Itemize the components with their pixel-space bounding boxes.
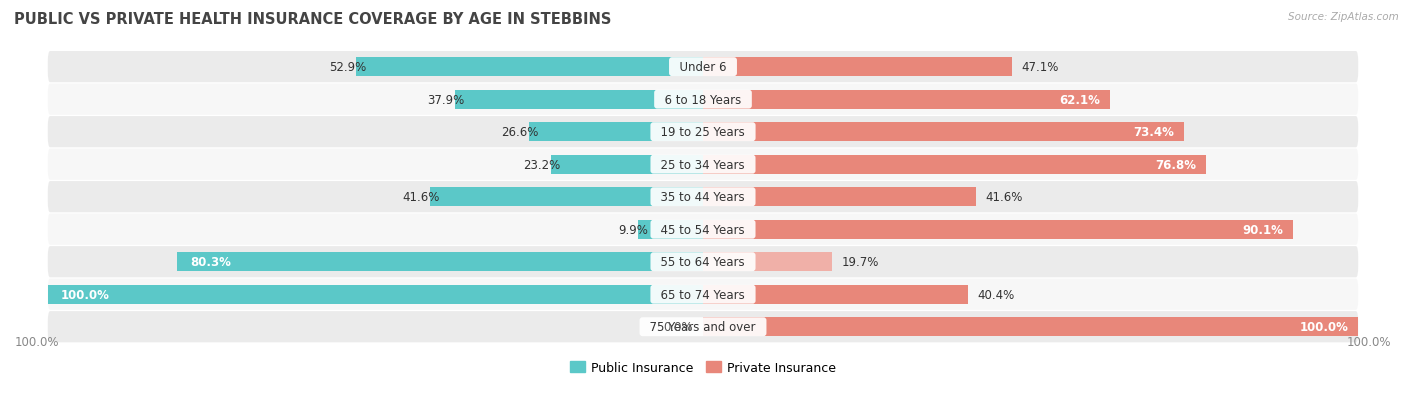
Bar [48,285,703,304]
Text: 55 to 64 Years: 55 to 64 Years [654,256,752,268]
Text: 100.0%: 100.0% [1299,320,1348,333]
Text: 37.9%: 37.9% [427,93,464,107]
Bar [703,253,832,271]
Text: 19.7%: 19.7% [842,256,879,268]
Bar [703,90,1109,109]
Bar [703,220,1294,239]
Text: 100.0%: 100.0% [1347,335,1391,348]
FancyBboxPatch shape [48,214,1358,245]
Text: 23.2%: 23.2% [523,158,561,171]
Text: 90.1%: 90.1% [1243,223,1284,236]
Text: 75 Years and over: 75 Years and over [643,320,763,333]
Text: 26.6%: 26.6% [501,126,538,139]
Text: 9.9%: 9.9% [619,223,648,236]
Text: 62.1%: 62.1% [1059,93,1099,107]
Bar [551,155,703,174]
Text: PUBLIC VS PRIVATE HEALTH INSURANCE COVERAGE BY AGE IN STEBBINS: PUBLIC VS PRIVATE HEALTH INSURANCE COVER… [14,12,612,27]
Text: 6 to 18 Years: 6 to 18 Years [657,93,749,107]
FancyBboxPatch shape [48,84,1358,116]
Text: 19 to 25 Years: 19 to 25 Years [654,126,752,139]
Legend: Public Insurance, Private Insurance: Public Insurance, Private Insurance [565,356,841,379]
Text: 41.6%: 41.6% [986,191,1022,204]
Bar [638,220,703,239]
Bar [430,188,703,206]
Text: 45 to 54 Years: 45 to 54 Years [654,223,752,236]
Bar [454,90,703,109]
Bar [703,188,976,206]
Text: 47.1%: 47.1% [1021,61,1059,74]
Text: 65 to 74 Years: 65 to 74 Years [654,288,752,301]
Text: 100.0%: 100.0% [60,288,110,301]
Text: 52.9%: 52.9% [329,61,366,74]
Bar [703,58,1012,77]
Text: 35 to 44 Years: 35 to 44 Years [654,191,752,204]
Text: Source: ZipAtlas.com: Source: ZipAtlas.com [1288,12,1399,22]
FancyBboxPatch shape [48,149,1358,180]
Text: 73.4%: 73.4% [1133,126,1174,139]
Text: 41.6%: 41.6% [404,191,440,204]
FancyBboxPatch shape [48,311,1358,342]
FancyBboxPatch shape [48,182,1358,213]
Text: 80.3%: 80.3% [190,256,231,268]
Text: Under 6: Under 6 [672,61,734,74]
Text: 25 to 34 Years: 25 to 34 Years [654,158,752,171]
Bar [703,155,1206,174]
Bar [356,58,703,77]
Text: 0.0%: 0.0% [664,320,693,333]
FancyBboxPatch shape [48,117,1358,148]
Text: 100.0%: 100.0% [15,335,59,348]
Bar [703,285,967,304]
FancyBboxPatch shape [48,279,1358,310]
Bar [177,253,703,271]
Bar [703,318,1358,336]
Bar [703,123,1184,142]
FancyBboxPatch shape [48,247,1358,278]
FancyBboxPatch shape [48,52,1358,83]
Text: 40.4%: 40.4% [977,288,1015,301]
Bar [529,123,703,142]
Text: 76.8%: 76.8% [1156,158,1197,171]
